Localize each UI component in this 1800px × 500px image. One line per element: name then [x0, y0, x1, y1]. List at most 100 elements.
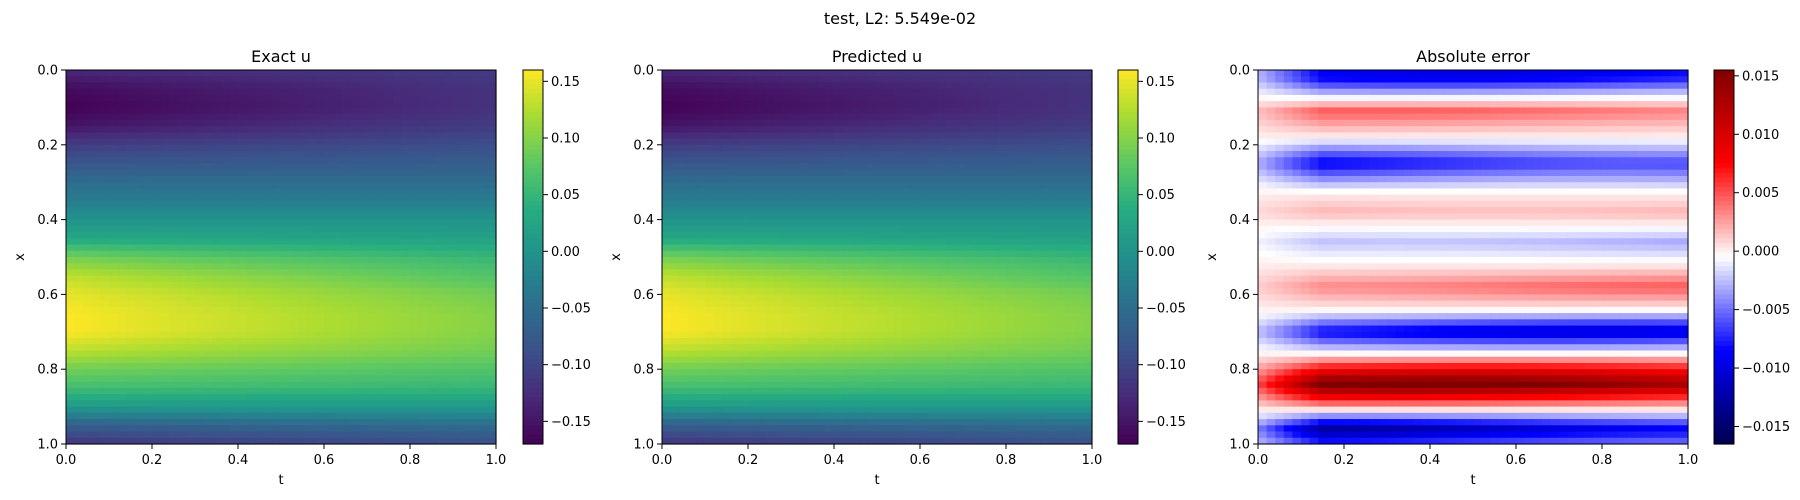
heatmap-cell [1049, 213, 1059, 221]
heatmap-cell [392, 225, 402, 233]
heatmap-cell [920, 76, 930, 84]
heatmap-cell [1074, 207, 1084, 214]
heatmap-cell [152, 362, 162, 370]
heatmap-cell [332, 163, 342, 171]
heatmap-cell [332, 344, 342, 352]
heatmap-cell [255, 338, 265, 345]
heatmap-cell [461, 288, 471, 295]
heatmap-cell [1049, 107, 1059, 115]
heatmap-cell [461, 406, 471, 414]
heatmap-cell [220, 144, 230, 152]
heatmap-cell [143, 306, 153, 314]
heatmap-cell [91, 232, 101, 239]
heatmap-cell [730, 132, 740, 140]
heatmap-cell [478, 425, 488, 433]
heatmap-cell [238, 406, 248, 414]
heatmap-cell [195, 119, 205, 127]
heatmap-cell [117, 101, 127, 108]
heatmap-cell [825, 151, 835, 158]
heatmap-cell [289, 119, 299, 127]
heatmap-cell [877, 126, 887, 133]
heatmap-cell [315, 362, 325, 370]
heatmap-cell [401, 107, 411, 115]
heatmap-cell [160, 294, 170, 302]
heatmap-cell [842, 188, 852, 196]
heatmap-cell [246, 269, 256, 277]
heatmap-cell [963, 225, 973, 233]
heatmap-cell [963, 157, 973, 165]
heatmap-cell [203, 200, 213, 208]
heatmap-cell [980, 269, 990, 277]
heatmap-cell [1031, 144, 1041, 152]
heatmap-cell [963, 88, 973, 96]
heatmap-cell [109, 281, 119, 289]
heatmap-cell [816, 94, 826, 102]
heatmap-cell [461, 306, 471, 314]
heatmap-cell [375, 82, 385, 90]
heatmap-cell [134, 94, 144, 102]
heatmap-cell [298, 306, 308, 314]
heatmap-cell [255, 107, 265, 115]
heatmap-cell [730, 294, 740, 302]
heatmap-cell [238, 169, 248, 177]
heatmap-cell [453, 331, 463, 339]
heatmap-cell [937, 275, 947, 283]
heatmap-cell [435, 169, 445, 177]
heatmap-cell [272, 232, 282, 239]
heatmap-cell [902, 275, 912, 283]
heatmap-cell [427, 250, 437, 258]
colorbar-segment [523, 280, 543, 286]
heatmap-cells [66, 70, 497, 445]
heatmap-cell [842, 169, 852, 177]
heatmap-cell [229, 300, 239, 308]
heatmap-cell [418, 138, 428, 146]
heatmap-cell [696, 281, 706, 289]
heatmap-cell [705, 188, 715, 196]
heatmap-cell [928, 225, 938, 233]
heatmap-cell [765, 101, 775, 108]
heatmap-cell [461, 200, 471, 208]
heatmap-cell [203, 88, 213, 96]
heatmap-cell [358, 94, 368, 102]
heatmap-cell [358, 244, 368, 252]
heatmap-cell [748, 119, 758, 127]
heatmap-cell [83, 431, 93, 439]
heatmap-cell [83, 219, 93, 227]
heatmap-cell [1023, 175, 1033, 183]
heatmap-cell [255, 275, 265, 283]
heatmap-cell [1049, 244, 1059, 252]
heatmap-cell [384, 250, 394, 258]
heatmap-cell [83, 151, 93, 158]
heatmap-cell [349, 169, 359, 177]
heatmap-cell [349, 375, 359, 383]
heatmap-cell [487, 200, 497, 208]
heatmap-cell [358, 107, 368, 115]
heatmap-cell [315, 213, 325, 221]
heatmap-cell [461, 144, 471, 152]
colorbar-segment [523, 355, 543, 361]
heatmap-cell [791, 144, 801, 152]
heatmap-cell [773, 225, 783, 233]
heatmap-cell [384, 101, 394, 108]
heatmap-cell [937, 257, 947, 264]
heatmap-cell [444, 70, 454, 77]
heatmap-cell [134, 381, 144, 389]
heatmap-cell [315, 300, 325, 308]
heatmap-cell [375, 288, 385, 295]
heatmap-cell [324, 369, 334, 377]
heatmap-cell [401, 375, 411, 383]
heatmap-cell [341, 238, 351, 246]
heatmap-cell [478, 76, 488, 84]
heatmap-cell [177, 281, 187, 289]
heatmap-cell [713, 250, 723, 258]
heatmap-cell [1066, 219, 1076, 227]
heatmap-cell [401, 325, 411, 333]
heatmap-cell [470, 406, 480, 414]
heatmap-cell [324, 101, 334, 108]
heatmap-cell [868, 126, 878, 133]
heatmap-cell [902, 188, 912, 196]
heatmap-cell [74, 70, 84, 77]
heatmap-cell [263, 319, 273, 327]
heatmap-cell [487, 132, 497, 140]
heatmap-cell [203, 188, 213, 196]
